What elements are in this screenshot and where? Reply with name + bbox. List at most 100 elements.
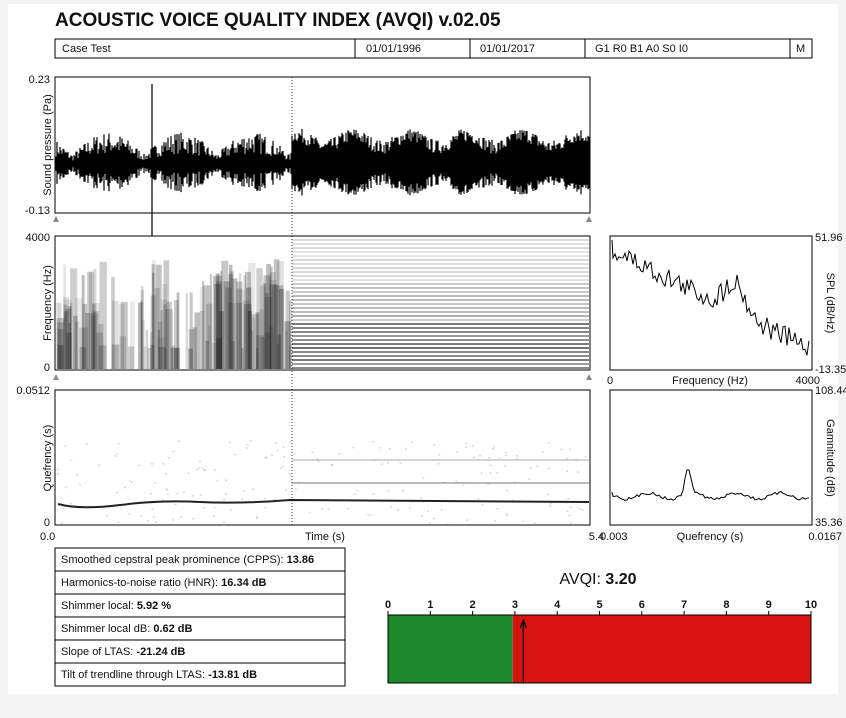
cepstrogram-texture	[57, 498, 590, 509]
measure-value: 5.92 %	[137, 600, 171, 612]
cepstrogram-texture	[419, 497, 422, 499]
cepstrogram-texture	[455, 480, 458, 483]
spectrogram-texture	[205, 340, 209, 369]
cepstrogram-texture	[114, 455, 117, 457]
info-name: Case Test	[62, 43, 111, 55]
cepstrogram-texture	[489, 464, 492, 467]
spectrogram-texture	[81, 275, 85, 369]
cepstrogram-texture	[172, 450, 175, 453]
spectrogram-texture	[90, 312, 98, 369]
cepstrogram-texture	[245, 447, 248, 449]
spectrogram-texture	[162, 304, 167, 369]
x-tick-label: 0.003	[600, 531, 628, 543]
spectrogram-texture	[64, 311, 68, 369]
cepstrogram-texture	[506, 514, 509, 517]
cepstrogram-texture	[579, 508, 582, 510]
spectrogram-texture	[243, 304, 252, 369]
panel-frames	[54, 76, 813, 526]
cepstrogram-texture	[128, 480, 131, 482]
cepstrogram-texture	[541, 451, 544, 453]
spectrogram-texture	[214, 275, 222, 369]
cepstrogram-texture	[388, 448, 391, 450]
cepstrogram-texture	[234, 453, 237, 456]
avqi-tick-label: 10	[805, 599, 817, 611]
cepstrogram-texture	[115, 491, 118, 494]
cepstrogram-texture	[549, 502, 552, 505]
cepstrogram-texture	[494, 520, 497, 522]
measure-label: Harmonics-to-noise ratio (HNR):	[61, 577, 218, 589]
y-tick-label: 0	[44, 517, 50, 529]
cepstrogram-texture	[330, 464, 333, 466]
spectrogram-texture	[66, 332, 72, 369]
cepstrogram-texture	[146, 520, 149, 522]
avqi-label: AVQI:	[559, 571, 601, 588]
cepstrogram-texture	[567, 498, 570, 500]
cepstrogram-texture	[387, 489, 390, 492]
measure-label: Shimmer local:	[61, 600, 134, 612]
spectrogram-texture	[143, 346, 146, 369]
cepstrogram-texture	[466, 519, 469, 521]
cepstrogram-texture	[154, 482, 157, 484]
cepstrogram-texture	[408, 506, 411, 509]
avqi-frame	[387, 614, 812, 684]
spectrogram-texture	[74, 298, 83, 369]
avqi-tick-label: 7	[681, 599, 687, 611]
cepstrogram-texture	[79, 483, 82, 486]
cepstrum-xlabel: Quefrency (s)	[677, 531, 744, 543]
avqi-tick-label: 0	[385, 599, 391, 611]
cepstrogram-texture	[62, 507, 65, 510]
cepstrogram-texture	[225, 493, 228, 496]
measure-label: Smoothed cepstral peak prominence (CPPS)…	[61, 554, 284, 566]
spectrogram-texture	[213, 276, 216, 369]
cepstrogram-texture	[162, 463, 165, 465]
cepstrogram-texture	[212, 515, 215, 518]
info-box	[54, 38, 813, 59]
cepstrogram-texture	[581, 509, 584, 512]
cepstrogram-texture	[402, 489, 405, 492]
cepstrogram-texture	[274, 442, 277, 444]
spectrogram-texture	[288, 345, 292, 369]
cepstrogram-texture	[223, 498, 226, 501]
spectrogram-texture	[270, 266, 273, 369]
cepstrogram-texture	[57, 473, 60, 475]
cepstrogram-texture	[404, 447, 407, 450]
spectrogram-texture	[216, 274, 221, 369]
cepstrogram-texture	[172, 519, 175, 521]
spectrogram-texture	[192, 327, 197, 369]
spectrogram-texture	[236, 302, 243, 369]
spectrogram-texture	[245, 287, 252, 369]
spectrogram-texture	[185, 293, 188, 369]
cepstrogram-texture	[566, 470, 569, 473]
measure-label: Tilt of trendline through LTAS:	[61, 669, 205, 681]
cepstrogram-texture	[529, 467, 532, 469]
spectrogram-texture	[69, 302, 73, 369]
cepstrogram-texture	[183, 491, 186, 493]
cepstrogram-texture	[422, 477, 425, 479]
spectrogram-texture	[57, 329, 64, 369]
spectrogram-texture	[158, 346, 166, 369]
cepstrogram-texture	[492, 445, 495, 448]
spectrogram-texture	[160, 299, 167, 369]
cepstrogram-texture	[243, 490, 246, 492]
spectrogram-texture	[90, 314, 96, 369]
textures	[55, 84, 810, 526]
cepstrogram-texture	[127, 512, 130, 515]
y-tick-label: 108.44	[815, 385, 846, 397]
cepstrogram-texture	[131, 481, 134, 484]
spectrogram-texture	[251, 314, 259, 369]
cepstrogram-texture	[584, 456, 587, 458]
cepstrogram-texture	[64, 445, 67, 447]
spectrogram-texture	[56, 302, 62, 369]
cepstrogram-texture	[203, 506, 206, 509]
cepstrogram-texture	[569, 506, 572, 509]
cepstrogram-texture	[472, 456, 475, 459]
cepstrogram-texture	[471, 445, 474, 447]
spectrogram-texture	[269, 284, 277, 369]
cepstrogram-texture	[138, 464, 141, 467]
cepstrogram-texture	[166, 489, 169, 492]
cepstrogram-texture	[477, 498, 480, 500]
spectrogram-texture	[265, 332, 271, 369]
spectrogram-texture	[229, 264, 233, 369]
spectrogram-texture	[68, 323, 71, 369]
x-tick-label: 0	[607, 375, 613, 387]
